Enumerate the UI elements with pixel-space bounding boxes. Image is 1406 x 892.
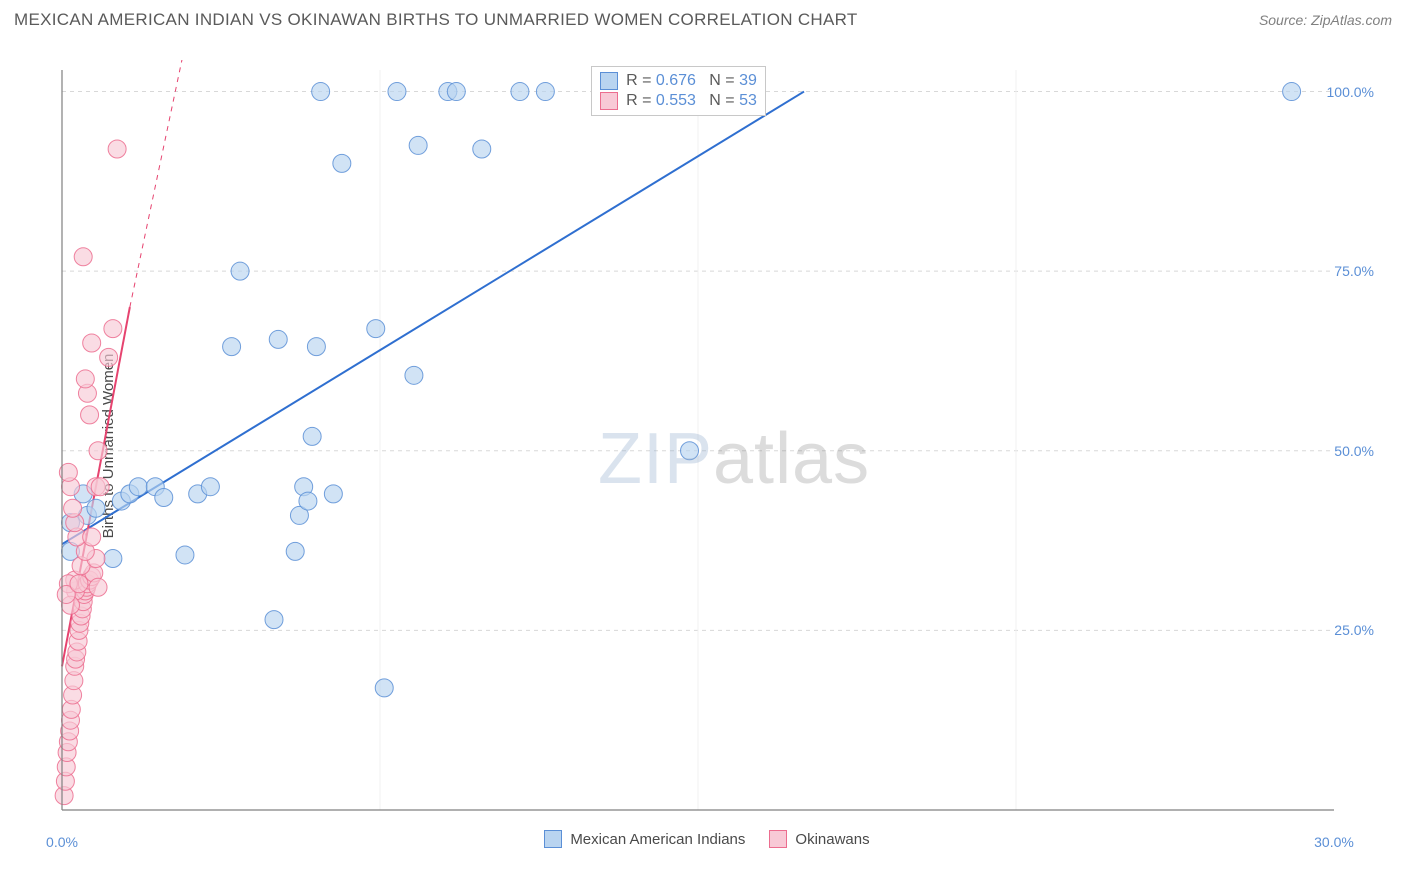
y-tick-label: 25.0%	[1334, 622, 1374, 638]
y-tick-label: 75.0%	[1334, 263, 1374, 279]
series-legend-item: Mexican American Indians	[544, 830, 745, 848]
x-tick-label: 0.0%	[46, 834, 78, 850]
correlation-legend-row: R = 0.676 N = 39	[600, 71, 757, 91]
legend-swatch	[600, 92, 618, 110]
series-legend-label: Mexican American Indians	[570, 831, 745, 848]
correlation-legend: R = 0.676 N = 39 R = 0.553 N = 53	[591, 66, 766, 116]
y-tick-label: 50.0%	[1334, 443, 1374, 459]
correlation-legend-row: R = 0.553 N = 53	[600, 91, 757, 111]
correlation-stats: R = 0.676 N = 39	[626, 72, 757, 90]
legend-swatch	[600, 72, 618, 90]
source-attribution: Source: ZipAtlas.com	[1259, 12, 1392, 28]
x-tick-label: 30.0%	[1314, 834, 1354, 850]
legend-swatch	[769, 830, 787, 848]
plot-area: 25.0%50.0%75.0%100.0% 0.0%30.0% R = 0.67…	[50, 60, 1386, 850]
scatter-plot-svg	[50, 60, 1386, 850]
legend-swatch	[544, 830, 562, 848]
series-legend: Mexican American Indians Okinawans	[544, 830, 869, 848]
y-tick-label: 100.0%	[1327, 84, 1374, 100]
correlation-stats: R = 0.553 N = 53	[626, 92, 757, 110]
chart-title: MEXICAN AMERICAN INDIAN VS OKINAWAN BIRT…	[14, 10, 858, 30]
series-legend-label: Okinawans	[795, 831, 869, 848]
series-legend-item: Okinawans	[769, 830, 869, 848]
